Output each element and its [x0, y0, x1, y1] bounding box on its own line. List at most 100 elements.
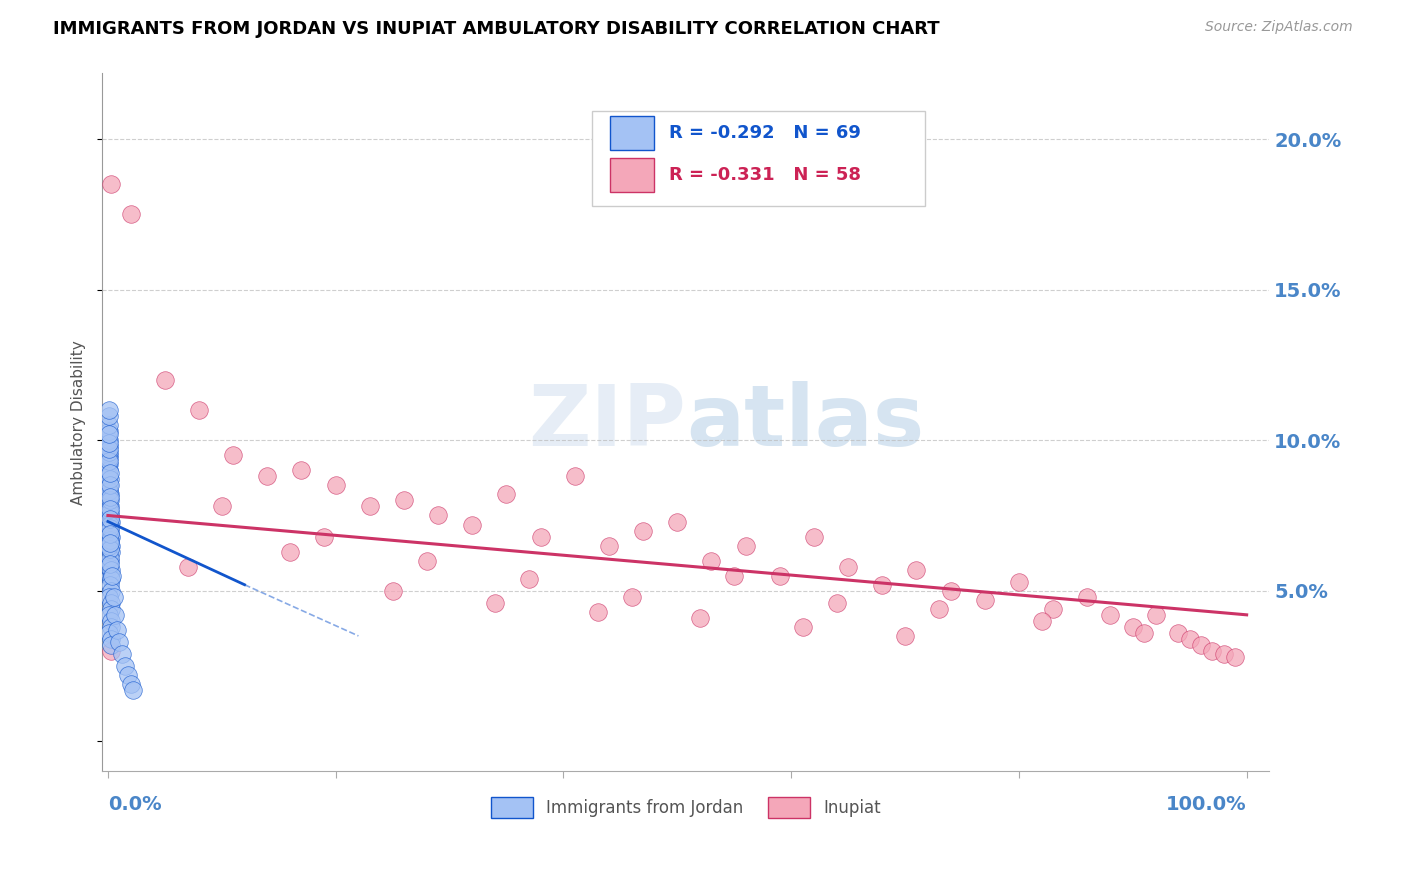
Point: [689, 611, 711, 625]
Point: [98, 436, 121, 450]
Point: [98, 541, 121, 556]
Point: [427, 508, 450, 523]
Point: [700, 554, 723, 568]
Point: [359, 500, 381, 514]
Point: [98, 434, 121, 448]
Point: [98, 520, 121, 534]
Text: R = -0.292   N = 69: R = -0.292 N = 69: [669, 124, 862, 142]
Point: [484, 596, 506, 610]
Point: [586, 605, 609, 619]
Point: [98, 533, 121, 547]
Point: [416, 554, 439, 568]
FancyBboxPatch shape: [610, 158, 654, 192]
Point: [98, 506, 121, 520]
Text: Source: ZipAtlas.com: Source: ZipAtlas.com: [1205, 20, 1353, 34]
Point: [392, 493, 415, 508]
Point: [98, 607, 121, 622]
Point: [100, 544, 122, 558]
Point: [98, 418, 121, 433]
Point: [1167, 626, 1189, 640]
Point: [98, 557, 121, 571]
Point: [837, 559, 859, 574]
Point: [1212, 647, 1234, 661]
Point: [1031, 614, 1053, 628]
Point: [792, 620, 814, 634]
FancyBboxPatch shape: [610, 116, 654, 150]
Point: [98, 508, 121, 523]
Point: [631, 524, 654, 538]
Text: 0.0%: 0.0%: [108, 796, 162, 814]
Point: [105, 623, 128, 637]
Point: [98, 442, 121, 457]
Point: [98, 590, 121, 604]
Point: [110, 647, 132, 661]
Point: [176, 559, 198, 574]
Point: [98, 517, 121, 532]
Point: [100, 644, 122, 658]
Point: [1076, 590, 1098, 604]
Point: [98, 472, 121, 486]
Point: [100, 602, 122, 616]
Point: [98, 403, 121, 417]
Point: [803, 530, 825, 544]
Point: [1133, 626, 1156, 640]
Point: [894, 629, 917, 643]
Point: [98, 578, 121, 592]
Point: [530, 530, 553, 544]
Point: [564, 469, 586, 483]
Point: [98, 511, 121, 525]
Point: [100, 583, 122, 598]
Point: [620, 590, 643, 604]
Point: [325, 478, 347, 492]
Point: [461, 517, 484, 532]
Point: [98, 554, 121, 568]
Point: [120, 677, 142, 691]
Point: [98, 539, 121, 553]
Point: [98, 524, 121, 538]
Point: [517, 572, 540, 586]
Point: [98, 478, 121, 492]
Point: [1042, 602, 1064, 616]
Point: [381, 583, 404, 598]
Point: [98, 467, 121, 481]
Point: [100, 572, 122, 586]
Point: [939, 583, 962, 598]
Point: [100, 539, 122, 553]
Text: R = -0.331   N = 58: R = -0.331 N = 58: [669, 166, 862, 184]
Point: [100, 620, 122, 634]
Point: [928, 602, 950, 616]
Y-axis label: Ambulatory Disability: Ambulatory Disability: [72, 340, 86, 505]
Text: atlas: atlas: [686, 381, 924, 464]
Point: [98, 487, 121, 501]
Point: [1008, 574, 1031, 589]
Text: ZIP: ZIP: [529, 381, 686, 464]
Point: [314, 530, 336, 544]
Point: [870, 578, 893, 592]
Point: [120, 207, 142, 221]
Point: [98, 491, 121, 505]
Point: [153, 373, 176, 387]
Point: [100, 596, 122, 610]
Point: [100, 638, 122, 652]
Point: [98, 458, 121, 472]
Point: [98, 626, 121, 640]
Point: [98, 478, 121, 492]
Point: [98, 427, 121, 442]
Point: [1144, 607, 1167, 622]
Point: [100, 515, 122, 529]
Point: [1189, 638, 1212, 652]
Point: [723, 568, 745, 582]
Point: [666, 515, 689, 529]
Point: [290, 463, 312, 477]
FancyBboxPatch shape: [592, 112, 925, 206]
Point: [1098, 607, 1121, 622]
Point: [98, 439, 121, 453]
Point: [734, 539, 756, 553]
Point: [98, 451, 121, 466]
Point: [98, 500, 121, 514]
Point: [1201, 644, 1223, 658]
Point: [103, 590, 125, 604]
Point: [598, 539, 620, 553]
Point: [117, 668, 139, 682]
Point: [101, 568, 124, 582]
